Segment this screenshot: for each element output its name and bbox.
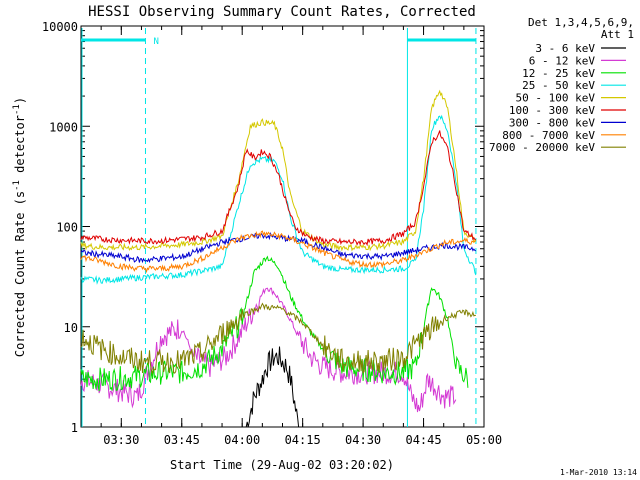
x-axis-label: Start Time (29-Aug-02 03:20:02) — [170, 458, 394, 472]
footer-timestamp: 1-Mar-2010 13:14 — [560, 468, 637, 477]
y-axis-ticks: 1 10 100 1000 10000 — [42, 20, 484, 435]
series-lines — [80, 89, 477, 428]
legend-header-line1: Det 1,3,4,5,6,9, — [528, 16, 634, 29]
legend-label: 800 - 7000 keV — [502, 129, 595, 142]
x-tick-label: 04:00 — [224, 433, 260, 447]
legend-label: 12 - 25 keV — [522, 67, 595, 80]
x-tick-label: 05:00 — [466, 433, 502, 447]
y-tick-label: 1 — [71, 421, 78, 435]
x-tick-label: 03:30 — [103, 433, 139, 447]
legend-label: 7000 - 20000 keV — [489, 141, 595, 154]
legend-label: 25 - 50 keV — [522, 79, 595, 92]
y-tick-label: 100 — [56, 221, 78, 235]
legend-label: 300 - 800 keV — [509, 116, 595, 129]
legend-label: 50 - 100 keV — [516, 92, 596, 105]
plot-frame — [80, 25, 485, 428]
x-tick-label: 03:45 — [164, 433, 200, 447]
y-axis-label-sup1: -1 — [12, 180, 22, 191]
y-axis-label-sup2: -1 — [12, 104, 22, 115]
y-tick-label: 10 — [64, 321, 78, 335]
x-tick-label: 04:30 — [345, 433, 381, 447]
series-line — [80, 230, 477, 274]
x-tick-label: 04:15 — [285, 433, 321, 447]
y-tick-label: 10000 — [42, 20, 78, 34]
legend-label: 100 - 300 keV — [509, 104, 595, 117]
x-axis-ticks: 03:30 03:45 04:00 04:15 04:30 04:45 05:00 — [100, 26, 502, 447]
y-axis-label-main: Corrected Count Rate (s — [13, 191, 27, 357]
chart-title: HESSI Observing Summary Count Rates, Cor… — [88, 4, 476, 20]
y-axis-label-mid: detector — [13, 115, 27, 180]
legend-label: 3 - 6 keV — [535, 42, 595, 55]
legend-label: 6 - 12 keV — [529, 54, 596, 67]
series-line — [80, 114, 477, 285]
y-axis-label: Corrected Count Rate (s-1 detector-1) — [12, 97, 27, 357]
y-tick-label: 1000 — [49, 120, 78, 134]
series-line — [80, 255, 469, 392]
y-axis-label-end: ) — [13, 97, 27, 104]
night-marker-label: N — [153, 37, 158, 47]
series-line — [245, 346, 300, 428]
x-tick-label: 04:45 — [405, 433, 441, 447]
series-line — [80, 89, 477, 252]
series-line — [80, 302, 476, 375]
legend-header-line2: Att 1 — [601, 28, 634, 41]
series-line — [80, 130, 476, 247]
